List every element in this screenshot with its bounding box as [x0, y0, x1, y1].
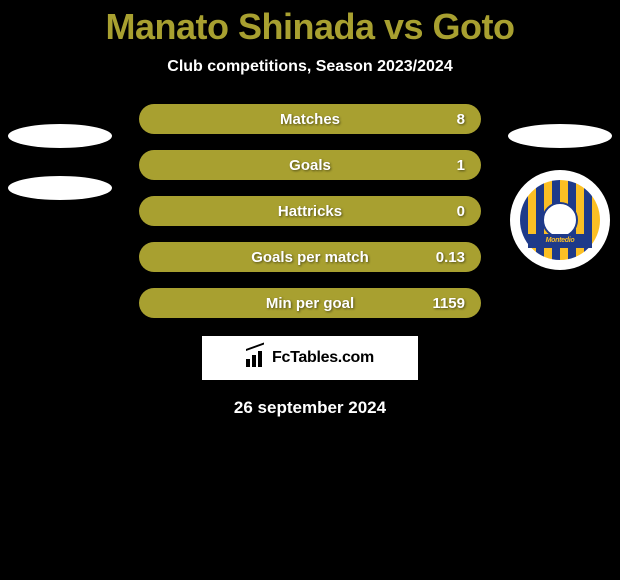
stat-value: 0	[457, 203, 465, 220]
stat-value: 0.13	[436, 249, 465, 266]
watermark-text: FcTables.com	[272, 349, 374, 367]
stat-label: Matches	[280, 111, 340, 128]
stat-value: 1159	[432, 295, 465, 312]
logo-ball-icon	[542, 202, 578, 238]
stat-bar-goals: Goals 1	[139, 150, 481, 180]
club-badge: Montedio	[510, 170, 610, 270]
date-label: 26 september 2024	[0, 398, 620, 418]
chart-icon	[246, 349, 266, 367]
stat-label: Goals	[289, 157, 331, 174]
stat-value: 1	[457, 157, 465, 174]
right-player-badges	[508, 124, 612, 176]
stat-value: 8	[457, 111, 465, 128]
left-badge-2	[8, 176, 112, 200]
logo-banner: Montedio	[528, 234, 592, 248]
stat-bar-hattricks: Hattricks 0	[139, 196, 481, 226]
left-player-badges	[8, 124, 112, 228]
watermark: FcTables.com	[202, 336, 418, 380]
subtitle: Club competitions, Season 2023/2024	[0, 58, 620, 76]
left-badge-1	[8, 124, 112, 148]
club-logo: Montedio	[520, 180, 600, 260]
stat-bar-matches: Matches 8	[139, 104, 481, 134]
stat-label: Min per goal	[266, 295, 354, 312]
right-badge-1	[508, 124, 612, 148]
stat-bar-min-per-goal: Min per goal 1159	[139, 288, 481, 318]
stat-label: Goals per match	[251, 249, 369, 266]
stat-label: Hattricks	[278, 203, 342, 220]
page-title: Manato Shinada vs Goto	[0, 0, 620, 48]
stat-bar-goals-per-match: Goals per match 0.13	[139, 242, 481, 272]
